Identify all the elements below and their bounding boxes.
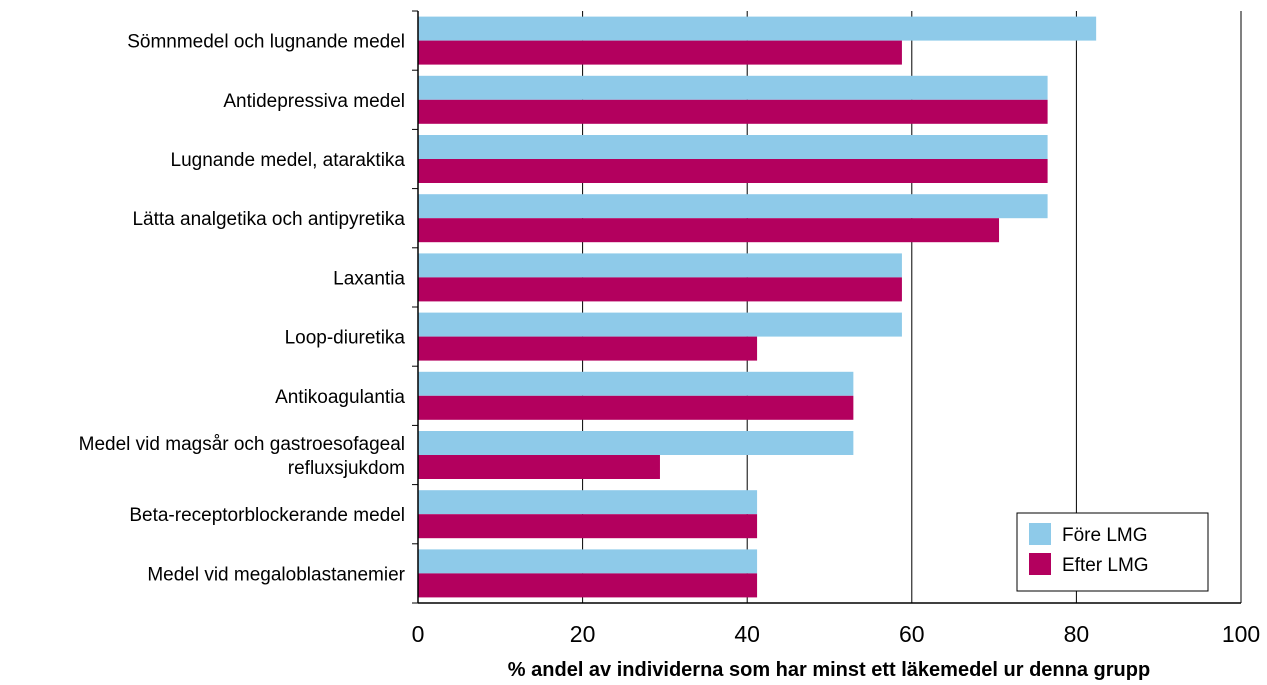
axes xyxy=(412,10,1241,604)
bar-efter-2 xyxy=(418,159,1048,183)
bar-fore-9 xyxy=(418,549,758,574)
legend-swatch-fore xyxy=(1029,523,1051,545)
bar-fore-0 xyxy=(418,16,1097,41)
bar-fore-7 xyxy=(418,431,854,455)
category-label-7-line-1: refluxsjukdom xyxy=(288,458,405,479)
x-axis-title: % andel av individerna som har minst ett… xyxy=(508,659,1150,681)
category-label-8: Beta-receptorblockerande medel xyxy=(129,505,405,526)
tick-label-40: 40 xyxy=(734,621,760,647)
tick-label-80: 80 xyxy=(1064,621,1090,647)
tick-label-100: 100 xyxy=(1222,621,1260,647)
category-label-0: Sömnmedel och lugnande medel xyxy=(127,32,405,53)
category-label-6: Antikoagulantia xyxy=(275,387,405,408)
bar-fore-8 xyxy=(418,490,758,515)
category-label-3: Lätta analgetika och antipyretika xyxy=(132,209,405,230)
bar-efter-5 xyxy=(418,336,758,361)
bar-efter-6 xyxy=(418,395,854,420)
bar-fore-4 xyxy=(418,253,902,278)
tick-label-20: 20 xyxy=(570,621,596,647)
tick-label-60: 60 xyxy=(899,621,925,647)
category-label-1: Antidepressiva medel xyxy=(223,91,405,112)
bar-efter-8 xyxy=(418,514,758,539)
bar-fore-2 xyxy=(418,135,1048,159)
tick-label-0: 0 xyxy=(412,621,425,647)
bar-fore-3 xyxy=(418,194,1048,219)
bar-fore-6 xyxy=(418,371,854,396)
legend-label-fore: Före LMG xyxy=(1062,525,1148,546)
category-label-9: Medel vid megaloblastanemier xyxy=(147,564,405,585)
legend-label-efter: Efter LMG xyxy=(1062,555,1149,576)
bar-efter-4 xyxy=(418,277,902,302)
category-labels: Sömnmedel och lugnande medel Antidepressi… xyxy=(79,32,406,586)
category-label-5: Loop-diuretika xyxy=(285,328,406,349)
bar-efter-1 xyxy=(418,99,1048,124)
bars xyxy=(418,16,1097,598)
legend: Före LMG Efter LMG xyxy=(1016,512,1209,592)
bar-efter-7 xyxy=(418,455,660,479)
bar-fore-1 xyxy=(418,75,1048,100)
bar-efter-3 xyxy=(418,218,1000,243)
bar-efter-0 xyxy=(418,40,902,65)
category-label-2: Lugnande medel, ataraktika xyxy=(171,150,406,171)
category-label-4: Laxantia xyxy=(333,268,405,289)
category-label-7-line-0: Medel vid magsår och gastroesofageal xyxy=(79,434,405,455)
legend-swatch-efter xyxy=(1029,553,1051,575)
bar-efter-9 xyxy=(418,573,758,598)
bar-fore-5 xyxy=(418,312,902,337)
tick-labels: 0 20 40 60 80 100 xyxy=(412,621,1261,647)
